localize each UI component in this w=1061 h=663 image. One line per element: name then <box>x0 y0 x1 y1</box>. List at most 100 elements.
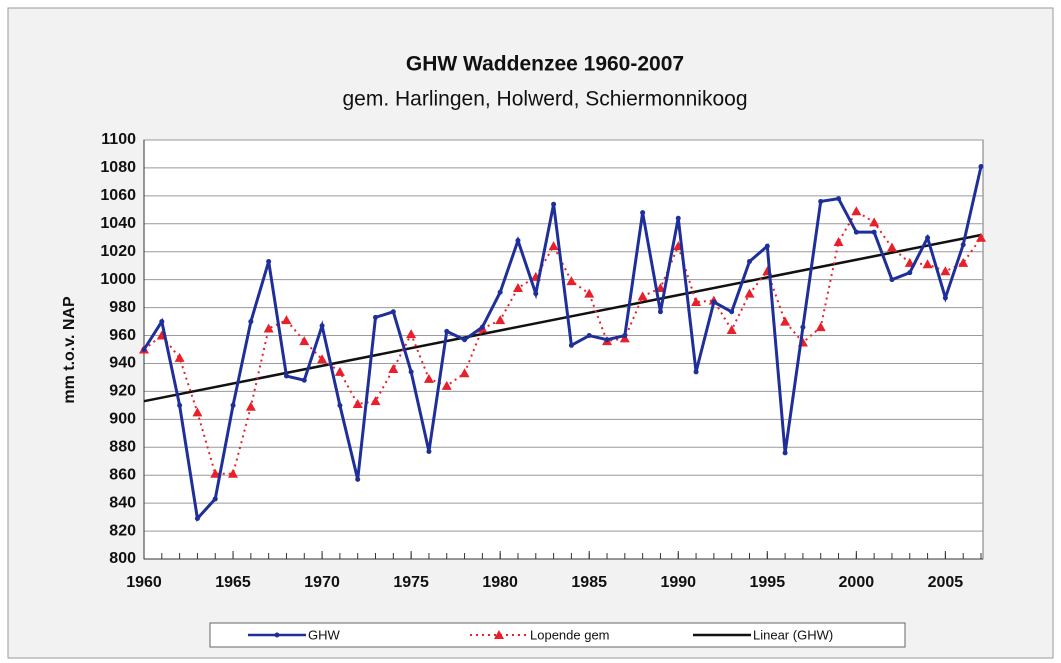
point <box>283 373 289 379</box>
point <box>459 368 470 378</box>
point <box>317 354 328 364</box>
point <box>548 241 559 251</box>
point <box>512 283 523 293</box>
point <box>711 299 717 305</box>
point <box>818 198 824 204</box>
x-tick-label: 1985 <box>571 574 607 591</box>
point <box>871 229 877 235</box>
point <box>815 322 826 332</box>
legend-marker <box>274 632 280 638</box>
point <box>922 259 933 269</box>
point <box>319 323 325 329</box>
point <box>782 450 788 456</box>
point <box>497 289 503 295</box>
x-tick-label: 1990 <box>660 574 696 591</box>
point <box>406 329 417 339</box>
point <box>230 402 236 408</box>
point <box>388 364 399 374</box>
point <box>586 333 592 339</box>
point <box>194 515 200 521</box>
y-tick-label: 880 <box>109 438 136 455</box>
point <box>907 270 913 276</box>
x-tick-label: 1965 <box>215 574 251 591</box>
y-tick-label: 920 <box>109 383 136 400</box>
x-tick-label: 2000 <box>839 574 875 591</box>
point <box>245 401 256 411</box>
legend-label: Lopende gem <box>530 627 610 642</box>
point <box>177 402 183 408</box>
point <box>853 229 859 235</box>
point <box>192 407 203 417</box>
point <box>836 196 842 202</box>
point <box>141 347 147 352</box>
point <box>533 291 539 297</box>
point <box>958 257 969 267</box>
point <box>370 396 381 406</box>
point <box>925 235 931 241</box>
point <box>159 319 165 325</box>
y-tick-label: 1100 <box>101 131 136 148</box>
y-tick-label: 980 <box>109 299 136 316</box>
y-tick-label: 1080 <box>100 159 136 176</box>
point <box>691 297 702 307</box>
chart-subtitle: gem. Harlingen, Holwerd, Schiermonnikoog <box>342 88 747 111</box>
y-tick-label: 960 <box>109 327 136 344</box>
point <box>869 217 880 227</box>
point <box>444 328 450 334</box>
x-tick-label: 1960 <box>126 574 162 591</box>
point <box>940 266 951 276</box>
point <box>228 468 239 478</box>
point <box>551 201 557 207</box>
point <box>693 369 699 375</box>
y-tick-label: 900 <box>109 411 136 428</box>
y-tick-label: 820 <box>109 522 136 539</box>
point <box>886 242 897 252</box>
point <box>352 398 363 408</box>
point <box>174 352 185 362</box>
point <box>978 164 984 170</box>
legend-box <box>209 622 906 648</box>
y-tick-label: 1060 <box>100 187 136 204</box>
point <box>479 324 485 330</box>
point <box>851 206 862 216</box>
y-axis-label: mm t.o.v. NAP <box>61 296 78 404</box>
point <box>746 259 752 265</box>
point <box>960 242 966 248</box>
point <box>675 215 681 221</box>
y-tick-label: 940 <box>109 355 136 372</box>
point <box>212 496 218 502</box>
x-tick-label: 1980 <box>482 574 518 591</box>
legend-marker <box>494 630 504 639</box>
point <box>299 336 310 346</box>
y-tick-label: 1000 <box>100 271 136 288</box>
legend-label: Linear (GHW) <box>753 627 833 642</box>
point <box>729 309 735 315</box>
point <box>800 324 806 330</box>
point <box>889 277 895 283</box>
legend-label: GHW <box>308 627 341 642</box>
point <box>390 309 396 315</box>
point <box>780 316 791 326</box>
point <box>462 337 468 343</box>
point <box>441 380 452 390</box>
point <box>355 476 361 482</box>
point <box>764 243 770 249</box>
y-tick-label: 840 <box>109 494 136 511</box>
point <box>657 309 663 315</box>
point <box>604 337 610 343</box>
x-tick-label: 1970 <box>304 574 340 591</box>
series-line <box>142 166 983 522</box>
y-tick-label: 800 <box>109 550 136 567</box>
point <box>423 373 434 383</box>
point <box>266 259 272 265</box>
y-tick-label: 860 <box>109 466 136 483</box>
point <box>263 323 274 333</box>
point <box>248 319 254 325</box>
point <box>942 295 948 301</box>
x-tick-label: 1995 <box>750 574 786 591</box>
point <box>568 342 574 348</box>
point <box>426 448 432 454</box>
point <box>622 333 628 339</box>
point <box>515 238 521 244</box>
